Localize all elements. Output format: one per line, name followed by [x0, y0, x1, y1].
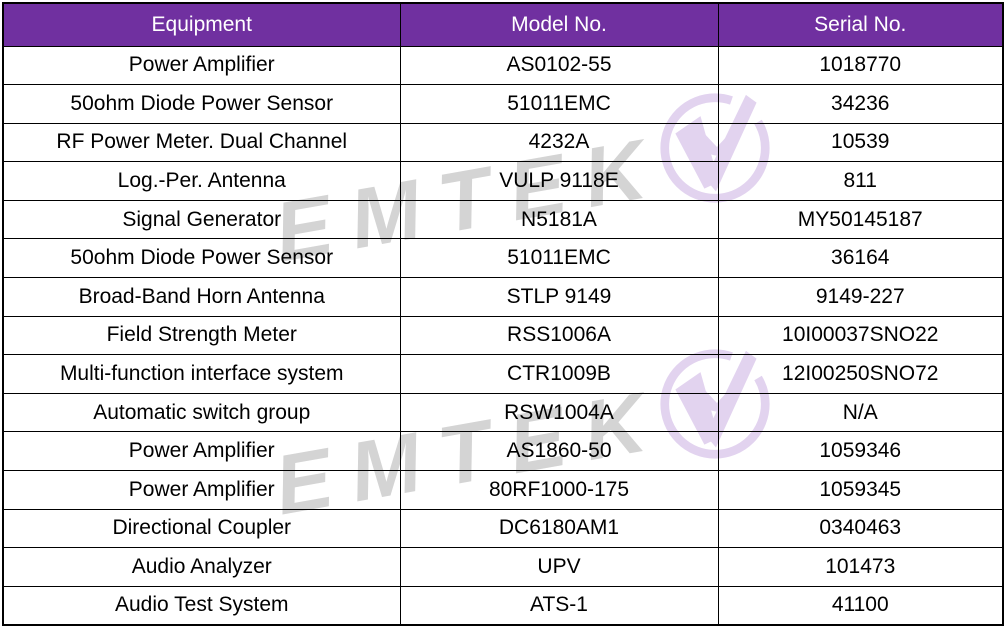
equipment-cell: 50ohm Diode Power Sensor: [2, 238, 401, 279]
model-no-cell: 80RF1000-175: [399, 470, 719, 510]
table-row: Audio Analyzer UPV 101473: [2, 547, 1004, 587]
serial-no-cell: 34236: [717, 84, 1004, 124]
model-no-cell: RSS1006A: [399, 315, 719, 356]
equipment-cell: 50ohm Diode Power Sensor: [2, 84, 401, 124]
equipment-cell: Broad-Band Horn Antenna: [2, 277, 401, 317]
table-row: Field Strength Meter RSS1006A 10I00037SNO2…: [2, 315, 1004, 356]
equipment-cell: Audio Analyzer: [2, 547, 401, 587]
equipment-cell: RF Power Meter. Dual Channel: [2, 122, 401, 163]
equipment-cell: Signal Generator: [2, 199, 401, 240]
table-row: Directional Coupler DC6180AM1 0340463: [2, 508, 1004, 549]
table-row: Multi-function interface system CTR1009B 1…: [2, 354, 1004, 394]
equipment-cell: Directional Coupler: [2, 508, 401, 549]
equipment-cell: Field Strength Meter: [2, 315, 401, 356]
equipment-cell: Power Amplifier: [2, 45, 401, 86]
serial-no-cell: N/A: [717, 392, 1004, 433]
serial-no-cell: 811: [717, 161, 1004, 201]
model-no-cell: VULP 9118E: [399, 161, 719, 201]
table-row: Signal Generator N5181A MY50145187: [2, 199, 1004, 240]
serial-no-cell: 1059346: [717, 431, 1004, 472]
model-no-cell: UPV: [399, 547, 719, 587]
column-header-model-no: Model No.: [399, 2, 719, 47]
serial-no-cell: 41100: [717, 585, 1004, 626]
serial-no-cell: 10I00037SNO22: [717, 315, 1004, 356]
equipment-cell: Automatic switch group: [2, 392, 401, 433]
model-no-cell: ATS-1: [399, 585, 719, 626]
serial-no-cell: 12I00250SNO72: [717, 354, 1004, 394]
table-row: Power Amplifier AS0102-55 1018770: [2, 45, 1004, 86]
column-header-serial-no: Serial No.: [717, 2, 1004, 47]
equipment-cell: Log.-Per. Antenna: [2, 161, 401, 201]
serial-no-cell: MY50145187: [717, 199, 1004, 240]
model-no-cell: 51011EMC: [399, 84, 719, 124]
table-row: Power Amplifier 80RF1000-175 1059345: [2, 470, 1004, 510]
equipment-cell: Multi-function interface system: [2, 354, 401, 394]
table-row: 50ohm Diode Power Sensor 51011EMC 34236: [2, 84, 1004, 124]
table-header-row: Equipment Model No. Serial No.: [2, 2, 1004, 47]
equipment-cell: Audio Test System: [2, 585, 401, 626]
model-no-cell: DC6180AM1: [399, 508, 719, 549]
serial-no-cell: 1018770: [717, 45, 1004, 86]
model-no-cell: STLP 9149: [399, 277, 719, 317]
table-row: Audio Test System ATS-1 41100: [2, 585, 1004, 626]
model-no-cell: RSW1004A: [399, 392, 719, 433]
table-body: Power Amplifier AS0102-55 1018770 50ohm Dio…: [2, 45, 1004, 626]
model-no-cell: CTR1009B: [399, 354, 719, 394]
serial-no-cell: 1059345: [717, 470, 1004, 510]
equipment-cell: Power Amplifier: [2, 431, 401, 472]
table-row: Automatic switch group RSW1004A N/A: [2, 392, 1004, 433]
model-no-cell: 51011EMC: [399, 238, 719, 279]
table-row: Power Amplifier AS1860-50 1059346: [2, 431, 1004, 472]
table-row: 50ohm Diode Power Sensor 51011EMC 36164: [2, 238, 1004, 279]
serial-no-cell: 0340463: [717, 508, 1004, 549]
model-no-cell: AS1860-50: [399, 431, 719, 472]
model-no-cell: N5181A: [399, 199, 719, 240]
serial-no-cell: 36164: [717, 238, 1004, 279]
serial-no-cell: 101473: [717, 547, 1004, 587]
table-row: Log.-Per. Antenna VULP 9118E 811: [2, 161, 1004, 201]
serial-no-cell: 9149-227: [717, 277, 1004, 317]
serial-no-cell: 10539: [717, 122, 1004, 163]
model-no-cell: AS0102-55: [399, 45, 719, 86]
table-row: Broad-Band Horn Antenna STLP 9149 9149-227: [2, 277, 1004, 317]
equipment-cell: Power Amplifier: [2, 470, 401, 510]
model-no-cell: 4232A: [399, 122, 719, 163]
column-header-equipment: Equipment: [2, 2, 401, 47]
table-row: RF Power Meter. Dual Channel 4232A 10539: [2, 122, 1004, 163]
